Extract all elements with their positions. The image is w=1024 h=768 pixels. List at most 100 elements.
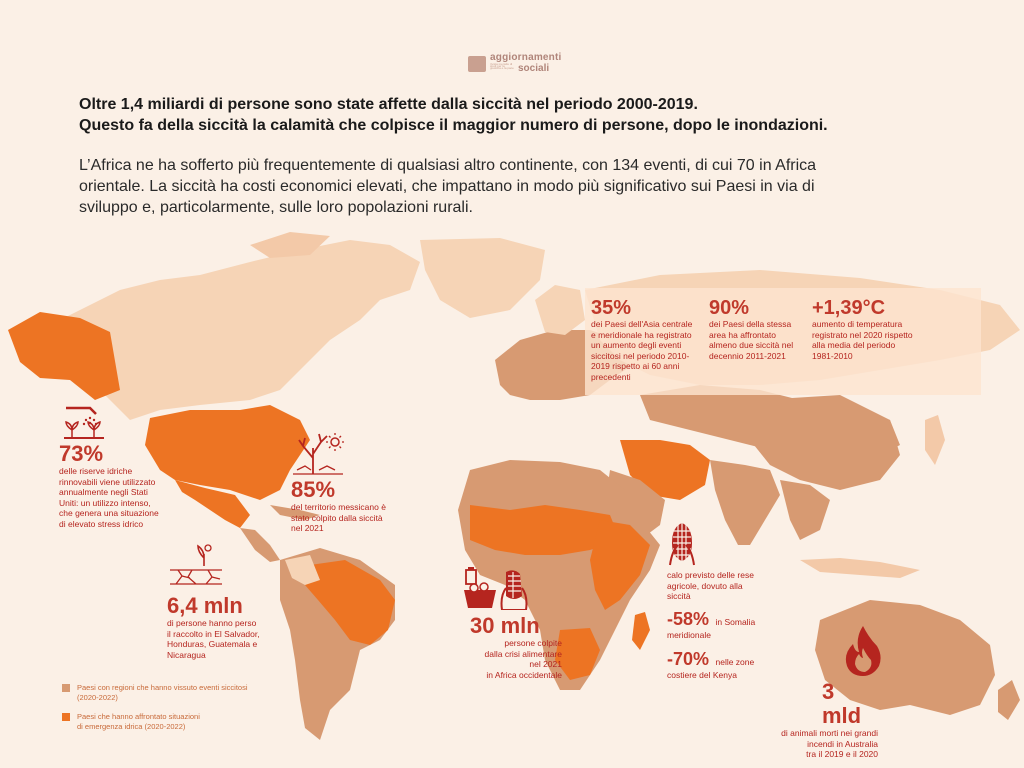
intro-line1: L’Africa ne ha sofferto più frequentemen… <box>79 157 817 174</box>
stat-desc-l2: rinnovabili viene utilizzato <box>59 476 156 487</box>
australia-landmass <box>815 600 995 715</box>
alaska-region <box>8 312 120 400</box>
stat-desc-l6: di elevato stress idrico <box>59 518 144 529</box>
stat-desc-l1: di animali morti nei grandi <box>781 728 878 738</box>
stat-desc-l2: dalla crisi alimentare <box>484 648 562 659</box>
stat-desc-l2: agricole, dovuto alla <box>667 580 743 591</box>
logo-tagline: rivista mensile di studi per la giustizi… <box>490 62 514 70</box>
stat-desc-l1: dei Paesi dell'Asia centrale <box>591 319 693 329</box>
stat-desc-l3: nel 2021 <box>529 659 562 669</box>
stat-desc-l2: costiere del Kenya <box>667 670 737 680</box>
stat-desc-l3: Honduras, Guatemala e <box>167 639 258 649</box>
asia-stats-panel <box>585 288 981 395</box>
southern-africa-region <box>555 628 600 680</box>
stat-desc-l3: tra il 2019 e il 2020 <box>806 749 878 759</box>
legend-label-l1: Paesi che hanno affrontato situazioni <box>77 712 200 721</box>
east-africa-region <box>590 520 650 610</box>
southeast-asia-region <box>780 480 830 540</box>
scandinavia <box>535 285 585 335</box>
legend-label-l2: di emergenza idrica (2020-2022) <box>77 721 186 731</box>
stat-kenya: -70% nelle zone costiere del Kenya <box>667 648 807 681</box>
stat-desc-l5: 2019 rispetto ai 60 anni <box>591 361 680 371</box>
arctic-islands <box>250 232 330 258</box>
stat-desc-l1: calo previsto delle rese <box>667 570 754 580</box>
japan-islands <box>925 415 945 465</box>
stat-usa: 73% delle riserve idriche rinnovabili vi… <box>59 442 174 529</box>
stat-desc-l4: decennio 2011-2021 <box>709 350 786 361</box>
stat-desc-l2: area ha affrontato <box>709 329 776 340</box>
legend-item-drought-regions: Paesi con regioni che hanno vissuto even… <box>62 683 292 702</box>
irrigation-plants-icon <box>64 406 104 439</box>
stat-desc-l4: 1981-2010 <box>812 350 853 361</box>
fire-icon <box>845 626 881 676</box>
stat-value: 6,4 mln <box>167 593 243 618</box>
stat-somalia: -58% in Somalia meridionale <box>667 608 807 641</box>
china-region <box>750 395 900 490</box>
stat-desc-l4: in Africa occidentale <box>486 669 562 680</box>
stat-desc-l3: siccità <box>667 591 691 601</box>
intro-paragraph: L’Africa ne ha sofferto più frequentemen… <box>79 155 929 218</box>
legend-label-l2: (2020-2022) <box>77 692 118 702</box>
mexico-region <box>175 480 250 528</box>
stat-mexico: 85% del territorio messicano è stato col… <box>291 478 401 534</box>
stat-asia-90: 90% dei Paesi della stessa area ha affro… <box>709 297 809 361</box>
stat-desc-l3: almeno due siccità nel <box>709 340 794 350</box>
legend-label-l1: Paesi con regioni che hanno vissuto even… <box>77 683 248 692</box>
stat-value: 3 mld <box>822 679 862 728</box>
stat-value: +1,39°C <box>812 297 886 319</box>
stat-desc-l1: nelle zone <box>715 657 755 667</box>
legend-item-water-emergency: Paesi che hanno affrontato situazioni di… <box>62 712 292 731</box>
new-zealand-islands <box>998 680 1020 720</box>
northern-south-america <box>285 555 320 585</box>
intro-line3: sviluppo e, particolarmente, sulle loro … <box>79 199 473 216</box>
corn-icon <box>669 523 695 566</box>
usa-region <box>145 405 310 500</box>
stat-value: 30 mln <box>470 613 540 638</box>
food-basket-icon <box>464 567 528 610</box>
stat-desc-l1: dei Paesi della stessa <box>709 319 792 329</box>
logo-text-line1: aggiornamenti <box>490 52 562 63</box>
caribbean-islands <box>270 505 320 520</box>
greenland-landmass <box>420 238 545 318</box>
indonesia-islands <box>800 558 920 578</box>
madagascar-island <box>632 612 650 650</box>
stat-desc-l1: aumento di temperatura <box>812 319 903 329</box>
stat-asia-35: 35% dei Paesi dell'Asia centrale e merid… <box>591 297 703 382</box>
stat-desc-l3: alla media del periodo <box>812 340 896 350</box>
legend-swatch-dark <box>62 713 70 721</box>
stat-desc-l4: siccitosi nel periodo 2010- <box>591 350 690 361</box>
stat-desc-l2: incendi in Australia <box>807 738 878 749</box>
headline-line2: Questo fa della siccità la calamità che … <box>79 117 828 134</box>
stat-desc-l4: Nicaragua <box>167 649 206 660</box>
intro-line2: orientale. La siccità ha costi economici… <box>79 178 815 195</box>
stat-value: 35% <box>591 297 632 319</box>
central-america-region <box>240 528 280 562</box>
stat-value: -58% <box>667 609 710 629</box>
stat-desc-l1: di persone hanno perso <box>167 618 257 628</box>
stat-desc-l2: stato colpito dalla siccità <box>291 512 383 523</box>
headline: Oltre 1,4 miliardi di persone sono state… <box>79 94 959 136</box>
stat-desc-l3: un aumento degli eventi <box>591 340 682 350</box>
north-america-landmass <box>60 240 420 420</box>
stat-value: 73% <box>59 441 104 466</box>
stat-australia: 3 mld di animali morti nei grandi incend… <box>770 680 878 760</box>
stat-value: 85% <box>291 477 336 502</box>
stat-desc-l3: nel 2021 <box>291 523 324 533</box>
logo-mark-icon <box>468 56 486 72</box>
stat-desc-l1: in Somalia <box>715 617 756 627</box>
stat-desc-l2: meridionale <box>667 630 711 640</box>
stat-desc-l2: e meridionale ha registrato <box>591 329 692 340</box>
sahel-region <box>470 505 620 555</box>
logo-text-line2: sociali <box>518 63 550 74</box>
stat-desc-l1: persone colpite <box>504 638 562 648</box>
stat-central-america: 6,4 mln di persone hanno perso il raccol… <box>167 594 277 660</box>
stat-temperature: +1,39°C aumento di temperatura registrat… <box>812 297 942 361</box>
india-region <box>710 460 780 545</box>
stat-desc-l1: del territorio messicano è <box>291 502 386 512</box>
stat-west-africa: 30 mln persone colpite dalla crisi alime… <box>452 614 562 680</box>
stat-desc-l2: il raccolto in El Salvador, <box>167 628 260 639</box>
stat-desc-l4: Uniti: un utilizzo intenso, <box>59 497 151 508</box>
stat-value: 90% <box>709 297 750 319</box>
stat-desc-l2: registrato nel 2020 rispetto <box>812 329 913 340</box>
